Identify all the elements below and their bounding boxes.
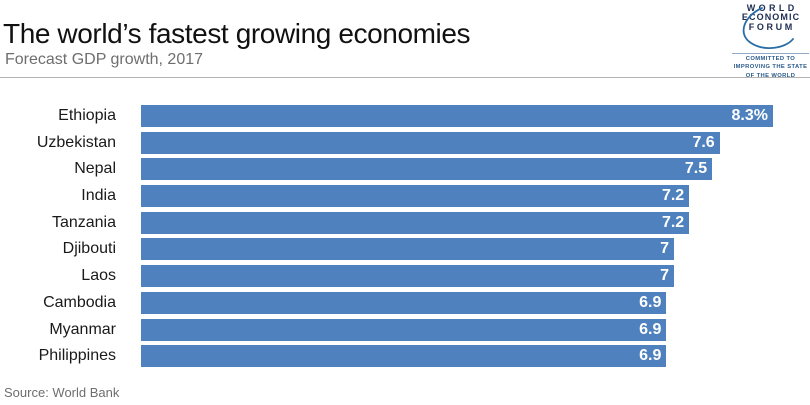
- country-label: Philippines: [38, 347, 116, 365]
- bar-row: Philippines 6.9: [0, 345, 810, 368]
- bar-value-label: 6.9: [639, 320, 662, 338]
- bar: 6.9: [141, 318, 667, 341]
- bar: 7.2: [141, 211, 690, 234]
- wef-tagline-line-2: IMPROVING THE STATE: [733, 64, 808, 71]
- page-subtitle: Forecast GDP growth, 2017: [5, 51, 204, 68]
- wef-logo-divider: [732, 53, 809, 55]
- bar-value-label: 8.3%: [731, 107, 768, 124]
- bar-row: Uzbekistan 7.6: [0, 131, 810, 154]
- bar-value-label: 6.9: [639, 293, 662, 311]
- bar: 7.6: [141, 131, 720, 154]
- bar: 6.9: [141, 345, 667, 368]
- page-title: The world’s fastest growing economies: [3, 18, 471, 49]
- bar-chart: Ethiopia 8.3% Uzbekistan 7.6 Nepal 7.5 I…: [0, 105, 810, 372]
- bar: 7.5: [141, 158, 713, 181]
- country-label: Laos: [81, 267, 116, 285]
- bar-row: Cambodia 6.9: [0, 291, 810, 314]
- bar-row: Djibouti 7: [0, 238, 810, 261]
- bar-value-label: 7.2: [661, 187, 685, 205]
- bar-value-label: 7: [660, 267, 669, 285]
- bar: 8.3%: [141, 105, 773, 127]
- country-label: Cambodia: [43, 293, 116, 311]
- header-divider: [0, 77, 810, 78]
- bar: 7: [141, 238, 674, 261]
- bar: 7: [141, 265, 674, 288]
- country-label: Djibouti: [62, 240, 116, 258]
- country-label: Ethiopia: [58, 107, 116, 124]
- wef-tagline-line-3: OF THE WORLD: [745, 72, 796, 79]
- bar: 6.9: [141, 291, 667, 314]
- bar-row: Myanmar 6.9: [0, 318, 810, 341]
- bar-row: Nepal 7.5: [0, 158, 810, 181]
- country-label: India: [81, 187, 116, 205]
- bar-value-label: 6.9: [639, 347, 662, 365]
- wef-tagline-line-1: COMMITTED TO: [745, 56, 796, 63]
- bar-value-label: 7.6: [692, 133, 715, 151]
- bar-row: India 7.2: [0, 185, 810, 208]
- bar-row: Tanzania 7.2: [0, 211, 810, 234]
- country-label: Myanmar: [49, 320, 116, 338]
- wef-logo-word-3: FORUM: [748, 21, 795, 32]
- country-label: Tanzania: [51, 213, 116, 231]
- country-label: Uzbekistan: [36, 133, 116, 151]
- bar-row: Ethiopia 8.3%: [0, 105, 810, 127]
- bar-value-label: 7.5: [684, 160, 708, 178]
- wef-logo: WORLD ECONOMIC FORUM COMMITTED TO IMPROV…: [732, 3, 809, 79]
- bar-value-label: 7.2: [661, 213, 685, 231]
- country-label: Nepal: [74, 160, 116, 178]
- bar-value-label: 7: [660, 240, 669, 258]
- source-note: Source: World Bank: [4, 385, 120, 400]
- bar: 7.2: [141, 185, 690, 208]
- bar-row: Laos 7: [0, 265, 810, 288]
